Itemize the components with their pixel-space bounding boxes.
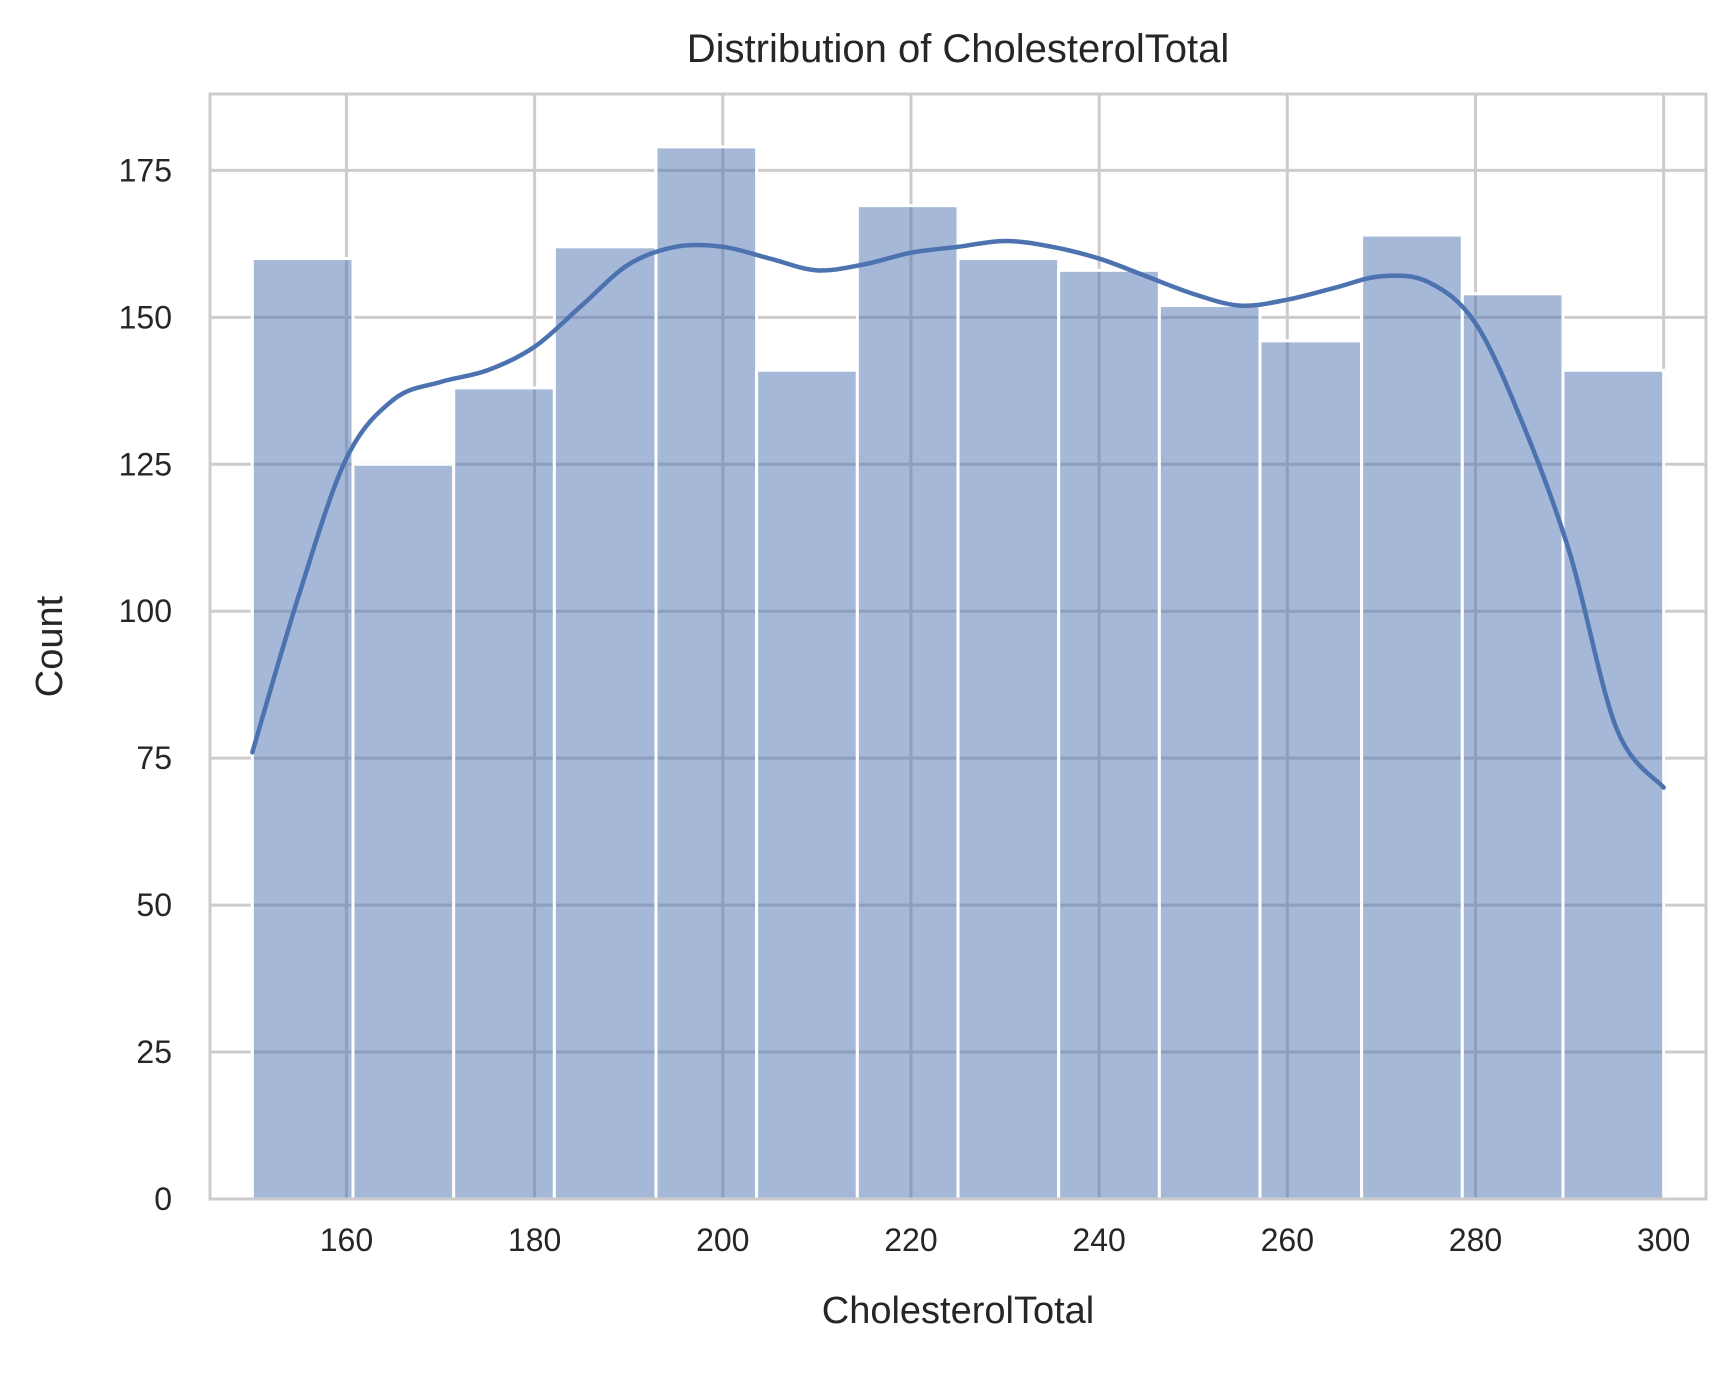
x-tick-label: 240 — [1072, 1222, 1125, 1258]
histogram-bar — [1460, 292, 1565, 1201]
histogram-bar — [654, 145, 759, 1201]
histogram-bar — [956, 257, 1061, 1201]
y-tick-label: 25 — [136, 1034, 172, 1070]
y-tick-label: 75 — [136, 740, 172, 776]
kde-curve-group — [250, 238, 1666, 790]
histogram-bar — [351, 462, 456, 1201]
histogram-bar — [1258, 339, 1364, 1201]
plot-area-frame — [208, 92, 1708, 1201]
x-tick-label: 220 — [884, 1222, 937, 1258]
x-tick-label: 300 — [1637, 1222, 1690, 1258]
x-tick-label: 280 — [1449, 1222, 1502, 1258]
y-tick-label: 150 — [119, 299, 172, 335]
x-axis-tick-labels: 160 180 200 220 240 260 280 300 — [320, 1222, 1691, 1258]
histogram-bar — [552, 245, 658, 1201]
y-axis-tick-labels: 0 25 50 75 100 125 150 175 — [119, 152, 172, 1217]
histogram-bar — [755, 368, 859, 1201]
histogram-bar — [250, 257, 355, 1201]
chart-title: Distribution of CholesterolTotal — [687, 27, 1229, 71]
y-axis-title: Count — [29, 595, 71, 697]
histogram-bar — [855, 204, 960, 1201]
kde-line — [250, 238, 1666, 790]
histogram-bar — [1561, 368, 1666, 1201]
y-tick-label: 100 — [119, 593, 172, 629]
histogram-bar — [1360, 233, 1464, 1201]
y-tick-label: 125 — [119, 446, 172, 482]
y-tick-label: 50 — [136, 887, 172, 923]
x-tick-label: 200 — [696, 1222, 749, 1258]
histogram-bar — [1057, 268, 1161, 1201]
y-tick-label: 0 — [154, 1181, 172, 1217]
x-axis-title: CholesterolTotal — [822, 1290, 1094, 1332]
y-tick-label: 175 — [119, 152, 172, 188]
x-tick-label: 180 — [508, 1222, 561, 1258]
x-tick-label: 260 — [1261, 1222, 1314, 1258]
histogram-bar — [1157, 304, 1262, 1201]
histogram-bars — [250, 145, 1666, 1201]
x-tick-label: 160 — [320, 1222, 373, 1258]
histogram-bar — [452, 386, 556, 1201]
